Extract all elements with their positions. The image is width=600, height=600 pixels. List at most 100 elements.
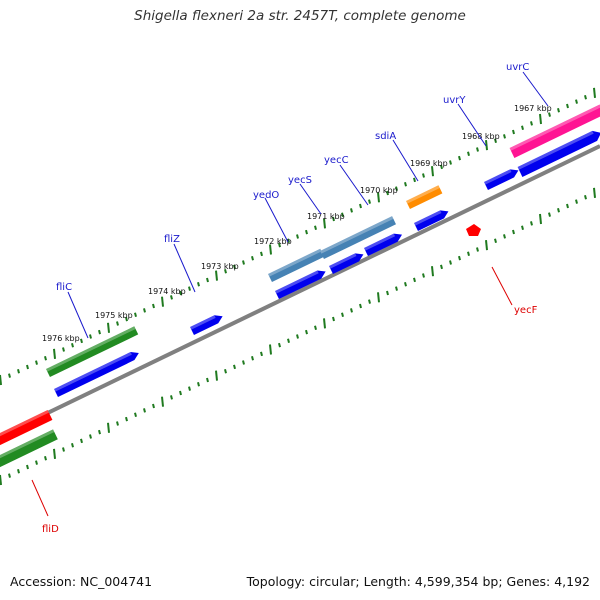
upper-tick <box>98 329 101 335</box>
yecC-cds-arrow <box>364 233 403 257</box>
lower-tick <box>80 438 83 444</box>
upper-tick <box>539 113 542 125</box>
lower-tick <box>404 282 407 287</box>
lower-tick <box>440 264 443 270</box>
lower-tick <box>188 386 191 391</box>
upper-tick <box>530 121 533 126</box>
lower-tick <box>125 416 128 422</box>
upper-tick <box>557 108 560 113</box>
upper-tick <box>134 312 137 317</box>
upper-tick <box>413 177 416 183</box>
lower-tick <box>557 208 560 213</box>
upper-tick <box>71 342 74 348</box>
upper-tick <box>575 99 578 104</box>
upper-tick <box>368 199 371 204</box>
upper-tick <box>197 282 200 287</box>
lower-tick <box>323 318 326 329</box>
lower-tick <box>530 221 533 226</box>
lower-tick <box>377 292 380 303</box>
fliD-green-bar <box>0 429 58 468</box>
upper-tick <box>377 192 380 203</box>
upper-tick <box>44 356 47 361</box>
lower-tick <box>314 325 317 330</box>
upper-tick <box>260 251 263 257</box>
topology-text: Topology: circular; Length: 4,599,354 bp… <box>246 574 590 589</box>
upper-tick <box>206 277 209 283</box>
upper-tick <box>143 308 146 313</box>
upper-tick <box>224 269 227 274</box>
scale-label-1975: 1975 kbp <box>95 311 133 320</box>
upper-tick <box>494 138 497 143</box>
upper-tick <box>161 296 164 307</box>
upper-tick <box>80 338 83 344</box>
lower-tick <box>269 344 272 355</box>
minus-gene-labels: fliD yecF <box>42 305 538 535</box>
yecS-yecC-bar <box>320 216 396 260</box>
gene-label-fliC: fliC <box>56 282 72 293</box>
upper-tick <box>440 164 443 170</box>
uvrC-cds-arrow <box>517 130 600 177</box>
upper-tick <box>170 295 173 300</box>
fliZ-cds-arrow <box>190 315 223 336</box>
scale-label-1968: 1968 kbp <box>462 132 500 141</box>
lower-tick <box>197 382 200 387</box>
upper-tick <box>242 260 245 265</box>
gene-label-fliD: fliD <box>42 524 59 535</box>
lower-tick <box>503 234 506 239</box>
upper-tick <box>152 303 155 309</box>
upper-tick <box>512 129 515 135</box>
lower-tick <box>215 370 218 381</box>
lower-tick <box>449 260 452 265</box>
yedO-cds-arrow <box>275 270 326 300</box>
gene-label-yecC: yecC <box>324 155 349 166</box>
scale-label-1974: 1974 kbp <box>148 287 186 296</box>
lower-tick <box>395 286 398 291</box>
feature-bars <box>0 104 600 468</box>
sdiA-cds-arrow <box>414 210 449 232</box>
upper-tick <box>17 369 20 374</box>
lower-tick <box>116 421 119 426</box>
upper-tick-ruler <box>0 87 596 386</box>
gene-label-uvrC: uvrC <box>506 62 529 73</box>
accession-text: Accession: NC_004741 <box>10 574 153 589</box>
upper-tick <box>593 87 596 98</box>
lower-tick <box>224 369 227 374</box>
upper-tick <box>107 322 110 333</box>
upper-tick <box>431 166 434 177</box>
lower-tick <box>35 460 38 465</box>
upper-tick <box>341 212 344 217</box>
upper-tick <box>467 151 470 157</box>
lower-tick <box>422 273 425 278</box>
upper-tick <box>503 134 506 139</box>
lower-tick <box>251 355 254 361</box>
upper-tick <box>449 160 452 165</box>
scale-label-1967: 1967 kbp <box>514 104 552 113</box>
upper-tick <box>323 218 326 229</box>
upper-tick <box>404 182 407 187</box>
lower-tick <box>539 213 542 225</box>
upper-tick <box>458 155 461 161</box>
upper-tick <box>584 95 587 100</box>
lower-tick <box>359 303 362 309</box>
lower-tick <box>575 199 578 204</box>
upper-tick <box>332 216 335 222</box>
gene-label-yecS: yecS <box>288 175 312 186</box>
map-title: Shigella flexneri 2a str. 2457T, complet… <box>134 8 466 24</box>
lower-tick <box>521 225 524 230</box>
upper-tick <box>305 229 308 235</box>
upper-tick <box>476 147 479 152</box>
upper-tick <box>53 348 56 359</box>
gene-label-uvrY: uvrY <box>443 95 466 106</box>
upper-tick <box>8 373 11 378</box>
lower-tick <box>476 247 479 252</box>
upper-tick <box>422 173 425 178</box>
lower-tick <box>242 360 245 365</box>
lower-tick <box>350 308 353 313</box>
fliC-cog-bar <box>46 326 139 378</box>
scale-label-1969: 1969 kbp <box>410 159 448 168</box>
upper-tick <box>26 364 29 370</box>
lower-tick <box>485 240 488 251</box>
sdiA-orange-bar <box>406 185 443 210</box>
upper-tick <box>395 186 398 191</box>
upper-tick <box>233 264 236 270</box>
